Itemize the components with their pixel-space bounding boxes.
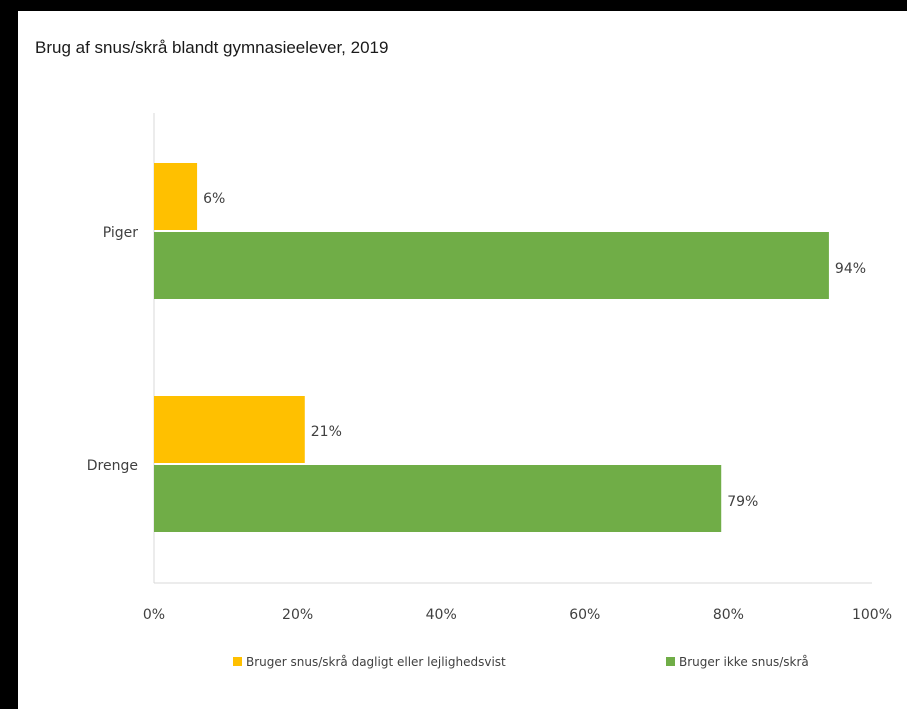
data-label: 21% — [311, 424, 342, 440]
bar — [154, 465, 722, 532]
data-label: 94% — [835, 261, 866, 277]
x-tick-label: 0% — [143, 607, 165, 623]
bar — [154, 396, 305, 463]
data-label: 79% — [727, 494, 758, 510]
chart-title: Brug af snus/skrå blandt gymnasieelever,… — [35, 38, 389, 57]
legend-swatch — [666, 657, 675, 666]
legend-label: Bruger ikke snus/skrå — [679, 655, 809, 669]
category-label: Drenge — [87, 458, 138, 474]
x-tick-label: 40% — [426, 607, 457, 623]
data-label: 6% — [203, 191, 225, 207]
bar — [154, 163, 198, 230]
x-tick-label: 100% — [852, 607, 892, 623]
x-tick-label: 60% — [569, 607, 600, 623]
x-tick-label: 20% — [282, 607, 313, 623]
category-label: Piger — [103, 225, 139, 241]
chart-panel: Brug af snus/skrå blandt gymnasieelever,… — [18, 11, 907, 709]
legend-label: Bruger snus/skrå dagligt eller lejlighed… — [246, 655, 506, 669]
x-tick-label: 80% — [713, 607, 744, 623]
bar — [154, 232, 829, 299]
legend-swatch — [233, 657, 242, 666]
